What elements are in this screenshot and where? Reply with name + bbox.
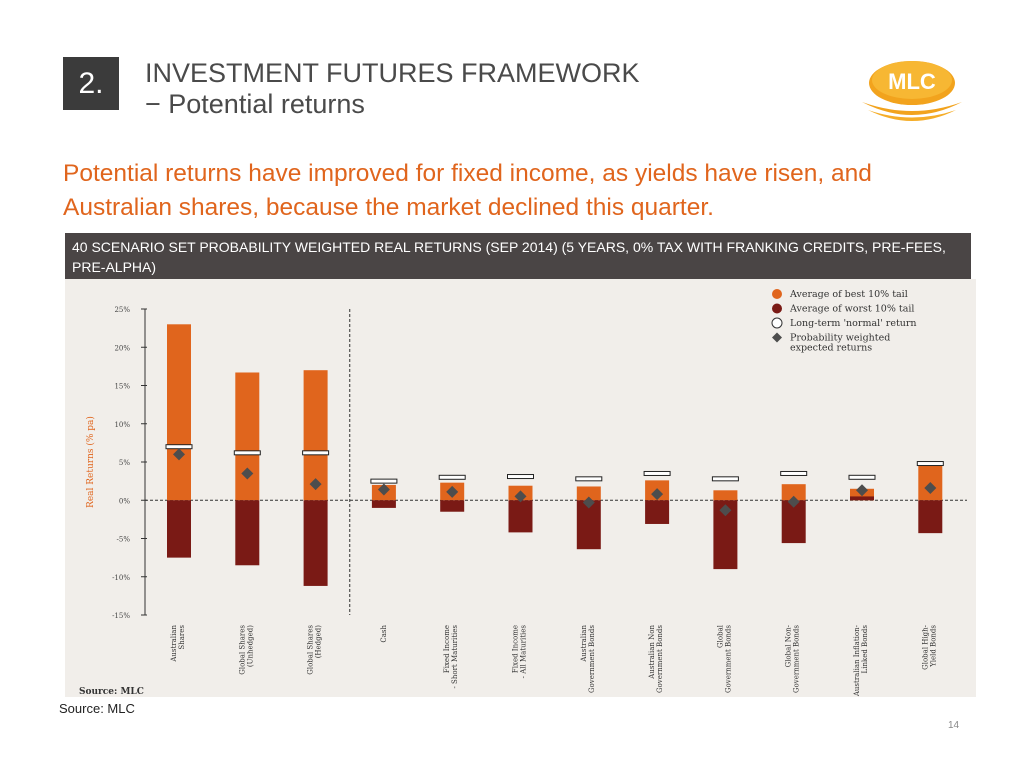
marker-normal-return (370, 478, 398, 484)
marker-expected-return (719, 504, 732, 517)
slide-title: INVESTMENT FUTURES FRAMEWORK − Potential… (145, 58, 640, 120)
marker-normal-return (507, 474, 534, 480)
marker-normal-return (233, 450, 261, 456)
marker-expected-return (924, 482, 937, 495)
marker-expected-return (514, 490, 527, 503)
bar-best-tail (235, 372, 260, 501)
x-category-label: Global Non-Government Bonds (785, 624, 801, 693)
x-category-label: Australian NonGovernment Bonds (648, 625, 664, 694)
bar-worst-tail (850, 496, 874, 501)
x-category-label: Global High-Yield Bonds (921, 624, 937, 669)
marker-expected-return (856, 484, 868, 497)
bar-worst-tail (918, 500, 943, 534)
marker-normal-return (916, 461, 944, 467)
marker-expected-return (241, 467, 254, 480)
x-category-label: Global Shares(Hedged) (307, 625, 323, 675)
y-tick-label: 5% (119, 459, 130, 467)
y-axis-label: Real Returns (% pa) (85, 416, 96, 508)
y-tick-label: -15% (112, 612, 130, 620)
marker-expected-return (582, 496, 595, 509)
y-tick-label: -5% (117, 536, 131, 544)
y-tick-label: 10% (114, 421, 130, 429)
marker-normal-return (575, 476, 603, 482)
y-tick-label: -10% (112, 574, 130, 582)
returns-chart: 25% 20% 15% 10% 5% 0% -5% -10% -15% Real Returns … (79, 289, 967, 697)
page-number: 14 (948, 720, 960, 731)
x-category-label: AustralianShares (170, 625, 186, 663)
bar-best-tail (781, 484, 806, 501)
legend-label: Average of worst 10% tail (789, 304, 914, 315)
chart-source-text: Source: MLC (79, 687, 144, 697)
marker-expected-return (173, 448, 185, 461)
marker-normal-return (165, 444, 193, 450)
y-tick-label: 0% (119, 497, 130, 505)
marker-expected-return (377, 483, 390, 496)
legend-label: Long-term 'normal' return (790, 318, 917, 329)
bar-worst-tail (235, 500, 260, 566)
marker-normal-return (780, 470, 808, 476)
x-category-label: AustralianGovernment Bonds (580, 625, 596, 694)
chart-panel: 25% 20% 15% 10% 5% 0% -5% -10% -15% Real Returns … (65, 279, 976, 697)
title-line-1: INVESTMENT FUTURES FRAMEWORK (145, 58, 640, 88)
bar-worst-tail (440, 500, 465, 512)
marker-expected-return (309, 478, 322, 491)
marker-expected-return (787, 495, 800, 508)
marker-expected-return (446, 485, 459, 498)
title-line-2: − Potential returns (145, 89, 365, 119)
y-tick-label: 15% (114, 383, 130, 391)
chart-header: 40 SCENARIO SET PROBABILITY WEIGHTED REA… (65, 233, 971, 279)
legend-swatch (772, 289, 782, 299)
bar-best-tail (167, 324, 191, 501)
marker-normal-return (643, 470, 671, 476)
section-number-badge: 2. (63, 57, 119, 110)
marker-expected-return (651, 488, 664, 501)
y-tick-label: 25% (114, 306, 130, 314)
source-note: Source: MLC (59, 701, 135, 716)
marker-normal-return (848, 474, 876, 480)
section-number: 2. (78, 66, 104, 100)
legend-swatch (772, 303, 782, 314)
bar-best-tail (576, 486, 601, 501)
x-category-label: GlobalGovernment Bonds (716, 624, 732, 693)
bar-worst-tail (371, 500, 396, 508)
marker-normal-return (711, 476, 739, 482)
mlc-logo: MLC (862, 61, 962, 121)
x-category-label: Fixed Income- Short Maturities (443, 625, 459, 689)
x-category-label: Cash (380, 625, 388, 643)
bar-best-tail (713, 490, 738, 501)
x-category-label: Global Shares(Unhedged) (238, 625, 254, 675)
logo-text: MLC (888, 69, 936, 94)
bar-worst-tail (167, 500, 191, 558)
marker-normal-return (438, 474, 466, 480)
x-category-label: Fixed Income- All Maturities (512, 625, 528, 679)
legend-swatch (772, 332, 782, 343)
y-tick-label: 20% (114, 344, 130, 352)
legend-swatch (771, 317, 783, 329)
bar-worst-tail (508, 500, 533, 533)
legend-label: Average of best 10% tail (789, 289, 908, 300)
bar-worst-tail (645, 500, 670, 524)
x-category-label: Australian Inflation-Linked Bonds (853, 624, 869, 697)
legend-label: Probability weighted expected returns (790, 333, 890, 354)
headline: Potential returns have improved for fixe… (63, 160, 872, 221)
marker-normal-return (302, 450, 330, 456)
bar-worst-tail (303, 500, 328, 586)
